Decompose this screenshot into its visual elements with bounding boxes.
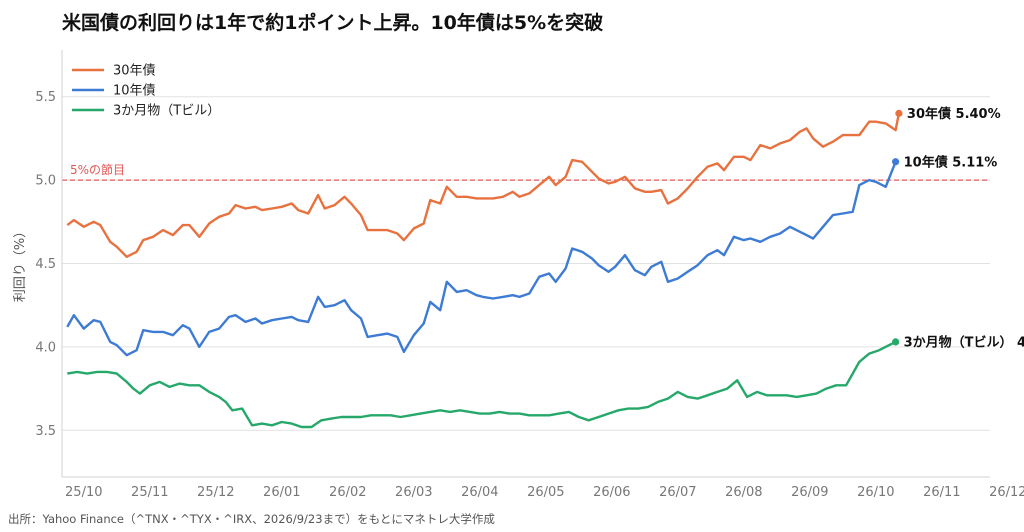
- y-tick-label: 3.5: [35, 424, 56, 439]
- x-tick-label: 25/10: [65, 485, 102, 500]
- chart-title: 米国債の利回りは1年で約1ポイント上昇。10年債は5%を突破: [62, 12, 604, 34]
- end-marker-1: [892, 158, 900, 166]
- x-tick-label: 26/11: [923, 485, 960, 500]
- series-group: [66, 113, 901, 429]
- legend-label-1: 10年債: [113, 84, 156, 99]
- x-tick-label: 26/08: [725, 485, 762, 500]
- x-tick-label: 26/02: [329, 485, 366, 500]
- series-line-2: [67, 340, 897, 429]
- axes: 3.5 4.0 4.5 5.0 5.5 25/10 25/11 25/12 26/01 26/02…: [13, 50, 1024, 500]
- x-tick-label: 26/06: [593, 485, 630, 500]
- x-tick-label: 26/12: [989, 485, 1024, 500]
- legend: 30年債 10年債 3か月物（Tビル）: [72, 64, 220, 119]
- y-axis-label: 利回り（%）: [13, 225, 28, 302]
- x-tick-label: 26/05: [527, 485, 564, 500]
- end-value-label-1: 10年債 5.11%: [904, 154, 998, 170]
- series-line-1: [66, 161, 897, 357]
- reference-line-group: 5%の節目: [62, 162, 990, 181]
- end-marker-2: [892, 338, 900, 346]
- legend-label-2: 3か月物（Tビル）: [113, 104, 220, 119]
- end-marker-0: [895, 109, 903, 117]
- x-tick-label: 26/07: [659, 485, 696, 500]
- y-tick-label: 4.0: [35, 340, 56, 355]
- source-footer: 出所：Yahoo Finance（^TNX・^TYX・^IRX、2026/9/2…: [8, 512, 495, 526]
- x-tick-label: 25/11: [131, 485, 168, 500]
- x-tick-label: 25/12: [197, 485, 234, 500]
- y-tick-label: 5.5: [35, 90, 56, 105]
- x-tick-label: 26/09: [791, 485, 828, 500]
- end-value-label-2: 3か月物（Tビル） 4.03%: [904, 334, 1024, 350]
- x-tick-label: 26/01: [263, 485, 300, 500]
- x-tick-label: 26/04: [461, 485, 498, 500]
- x-tick-label: 26/03: [395, 485, 432, 500]
- y-tick-label: 5.0: [35, 174, 56, 189]
- y-tick-label: 4.5: [35, 257, 56, 272]
- x-tick-label: 26/10: [857, 485, 894, 500]
- reference-line-label: 5%の節目: [70, 162, 125, 177]
- legend-label-0: 30年債: [113, 64, 156, 79]
- end-value-label-0: 30年債 5.40%: [907, 106, 1001, 122]
- end-labels: 30年債 5.40% 10年債 5.11% 3か月物（Tビル） 4.03%: [892, 106, 1024, 350]
- series-line-0: [66, 113, 901, 258]
